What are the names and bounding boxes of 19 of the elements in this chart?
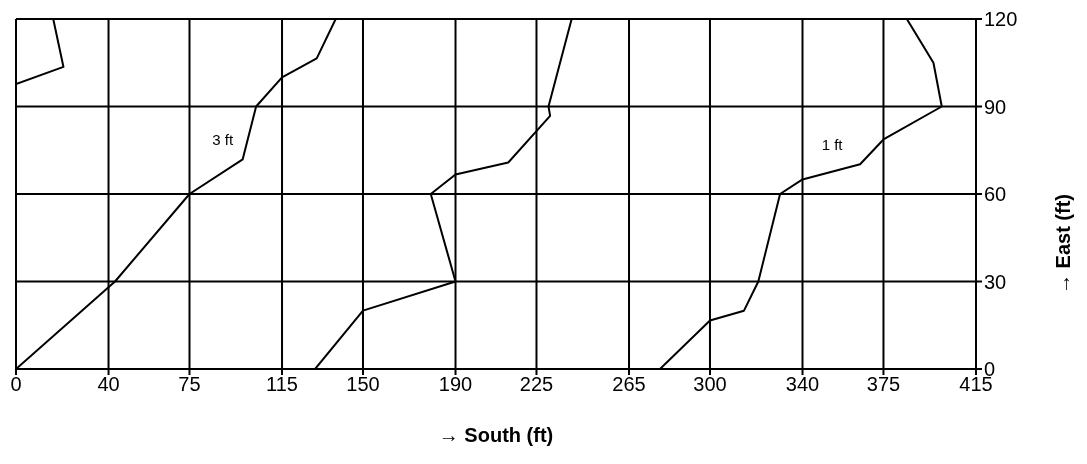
series-label: 3 ft xyxy=(212,131,234,149)
x-tick-label: 0 xyxy=(10,373,22,396)
y-tick-label: 90 xyxy=(984,95,1007,118)
y-axis-title: → East (ft) xyxy=(1052,194,1075,294)
x-tick-label: 75 xyxy=(178,373,201,396)
x-tick-label: 265 xyxy=(612,373,646,396)
y-tick-label: 120 xyxy=(984,8,1018,31)
series-label: 1 ft xyxy=(821,136,844,154)
x-tick-label: 150 xyxy=(346,373,380,396)
x-tick-label: 375 xyxy=(866,373,901,396)
x-tick-label: 340 xyxy=(785,373,820,396)
y-tick-label: 30 xyxy=(984,270,1007,293)
x-tick-label: 225 xyxy=(519,373,554,396)
x-tick-label: 300 xyxy=(693,373,727,396)
x-tick-label: 40 xyxy=(97,373,120,396)
x-axis-title: → South (ft) xyxy=(438,424,554,446)
x-tick-label: 115 xyxy=(266,373,298,396)
y-tick-label: 60 xyxy=(984,183,1007,206)
x-tick-label: 190 xyxy=(438,373,473,396)
